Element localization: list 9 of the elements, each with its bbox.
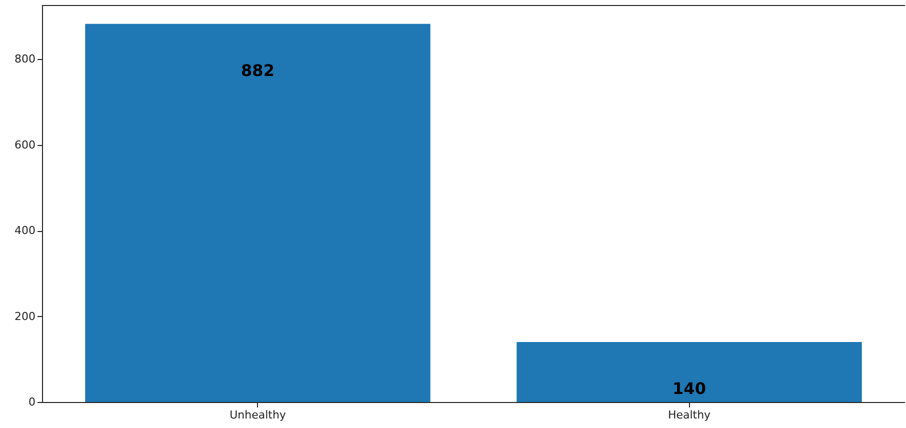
x-tick-label: Unhealthy [230, 408, 286, 422]
data-label: 882 [241, 60, 274, 80]
y-tick-label: 600 [14, 138, 36, 152]
data-label: 140 [672, 378, 706, 398]
y-tick-label: 0 [28, 396, 36, 408]
y-tick-label: 400 [14, 224, 36, 238]
y-tick-label: 200 [14, 310, 36, 323]
x-tick-label: Healthy [668, 408, 712, 422]
y-tick-label: 800 [14, 52, 36, 66]
